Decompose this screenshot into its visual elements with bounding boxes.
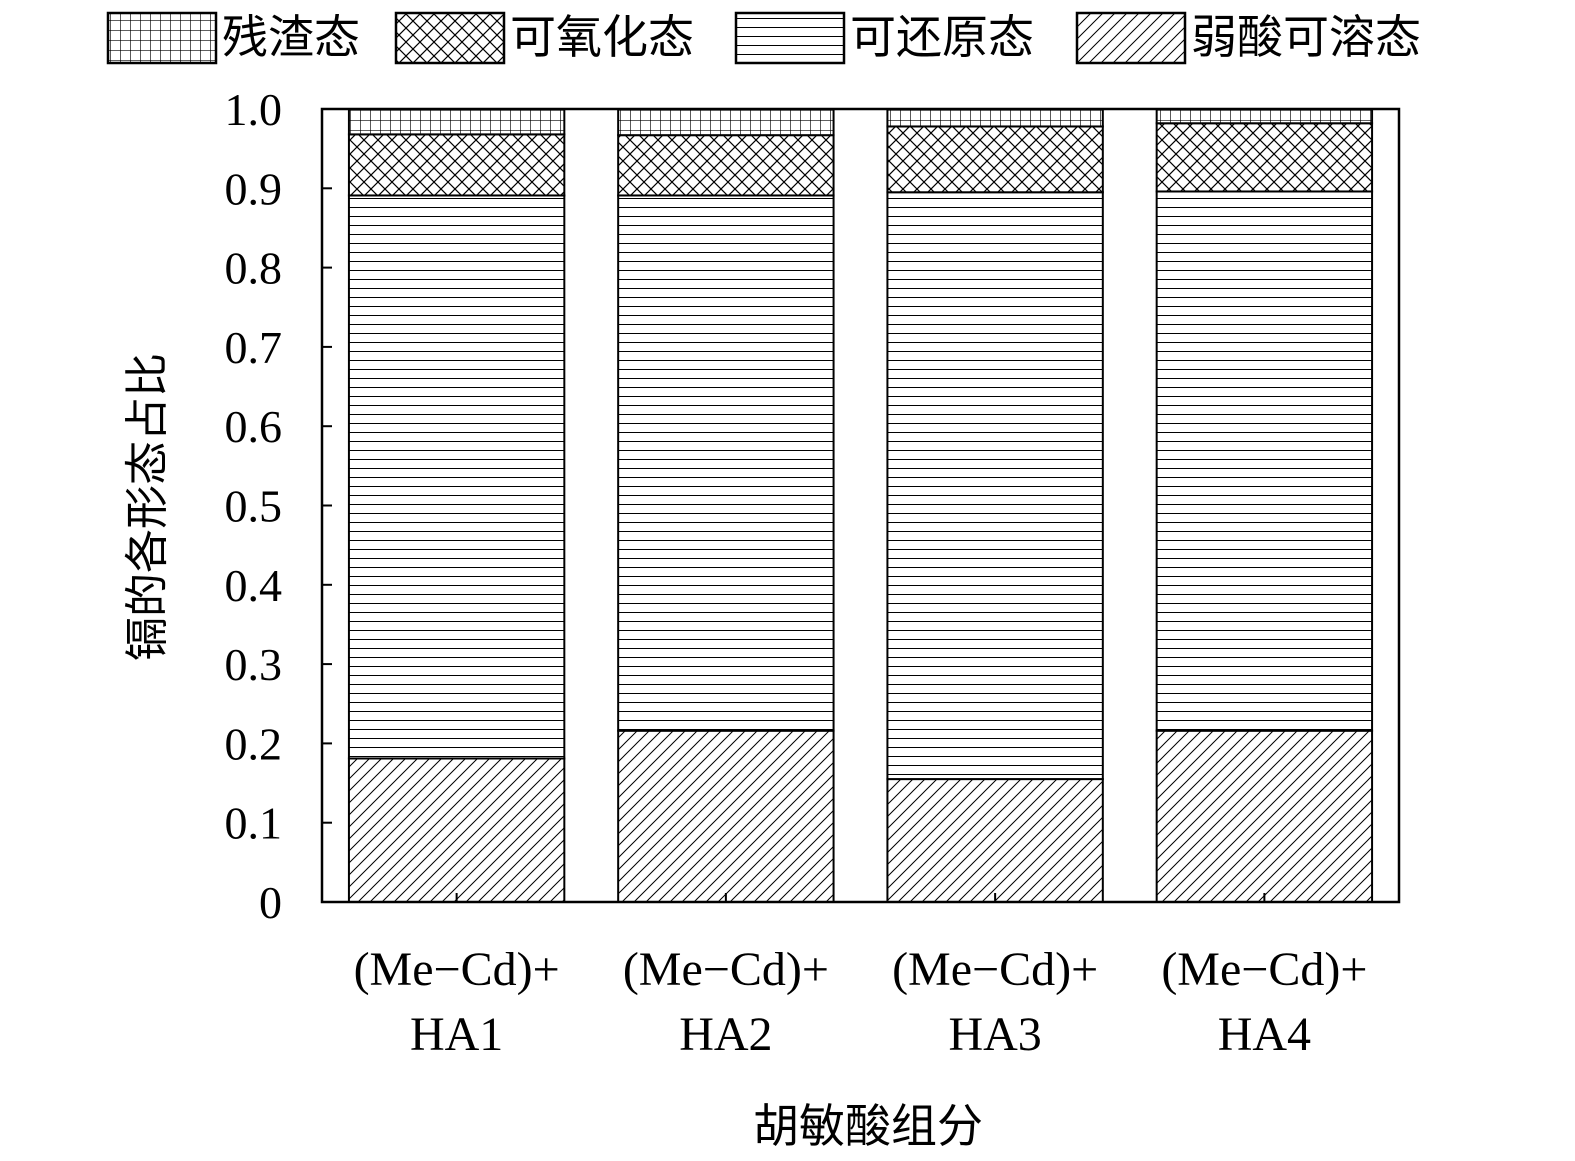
y-tick-label: 0.7: [225, 322, 283, 373]
x-axis-label: 胡敏酸组分: [753, 1099, 983, 1153]
y-tick-label: 0.1: [225, 798, 283, 849]
legend-swatch: [734, 11, 846, 65]
bar-segment: [347, 194, 566, 760]
y-tick-label: 0.4: [225, 560, 283, 611]
x-tick-label-line: HA1: [410, 1008, 503, 1061]
y-tick-label: 0: [259, 877, 282, 928]
bar-segment: [347, 133, 566, 197]
bar-segment: [886, 108, 1104, 128]
bar-segment: [886, 191, 1104, 781]
bar-segment: [886, 125, 1104, 194]
x-tick-label-line: (Me−Cd)+: [892, 943, 1098, 996]
x-tick-label: (Me−Cd)+ HA4: [1161, 943, 1367, 1061]
y-tick-label: 0.9: [225, 163, 283, 214]
bar-segment: [1155, 729, 1374, 904]
legend-label: 残渣态: [222, 10, 360, 64]
bar-segment: [617, 729, 835, 904]
x-tick-label-line: HA4: [1218, 1008, 1311, 1061]
bar-segment: [617, 134, 835, 197]
bar-segment: [617, 108, 835, 137]
x-tick-label-line: HA3: [948, 1008, 1041, 1061]
axes-group: 0 0.1 0.2 0.3 0.4 0.5 0.6 0.7 0.8 0.9 1.0: [225, 84, 1401, 928]
bar-segment: [1155, 190, 1374, 732]
legend-swatch: [394, 11, 506, 65]
y-tick-label: 1.0: [225, 84, 283, 135]
x-tick-label: (Me−Cd)+ HA3: [892, 943, 1098, 1061]
bar-segment: [617, 194, 835, 732]
legend-label: 弱酸可溶态: [1191, 10, 1421, 64]
bar-segment: [347, 108, 566, 136]
x-tick-label: (Me−Cd)+ HA1: [354, 943, 560, 1061]
legend-label: 可氧化态: [510, 10, 694, 64]
legend-swatch: [1075, 11, 1187, 65]
x-tick-label-line: HA2: [679, 1008, 772, 1061]
x-tick-label-line: (Me−Cd)+: [1161, 943, 1367, 996]
x-tick-label: (Me−Cd)+ HA2: [623, 943, 829, 1061]
x-tick-label-line: (Me−Cd)+: [354, 943, 560, 996]
legend: 残渣态 可氧化态 可还原态 弱酸可溶态: [106, 10, 1421, 65]
bar-segment: [1155, 108, 1374, 125]
y-tick-label: 0.2: [225, 718, 283, 769]
bar-segment: [886, 778, 1104, 904]
bar-segment: [347, 757, 566, 903]
y-axis-label: 镉的各形态占比: [122, 353, 173, 661]
bars-group: (Me−Cd)+ HA1(Me−Cd)+ HA2(Me−Cd)+ HA3(Me−Cd)…: [347, 108, 1374, 1061]
bar-segment: [1155, 122, 1374, 193]
y-tick-label: 0.3: [225, 639, 283, 690]
x-tick-label-line: (Me−Cd)+: [623, 943, 829, 996]
legend-swatch: [106, 11, 218, 65]
y-tick-label: 0.8: [225, 243, 283, 294]
y-tick-label: 0.6: [225, 401, 283, 452]
legend-label: 可还原态: [850, 10, 1034, 64]
y-tick-label: 0.5: [225, 481, 283, 532]
